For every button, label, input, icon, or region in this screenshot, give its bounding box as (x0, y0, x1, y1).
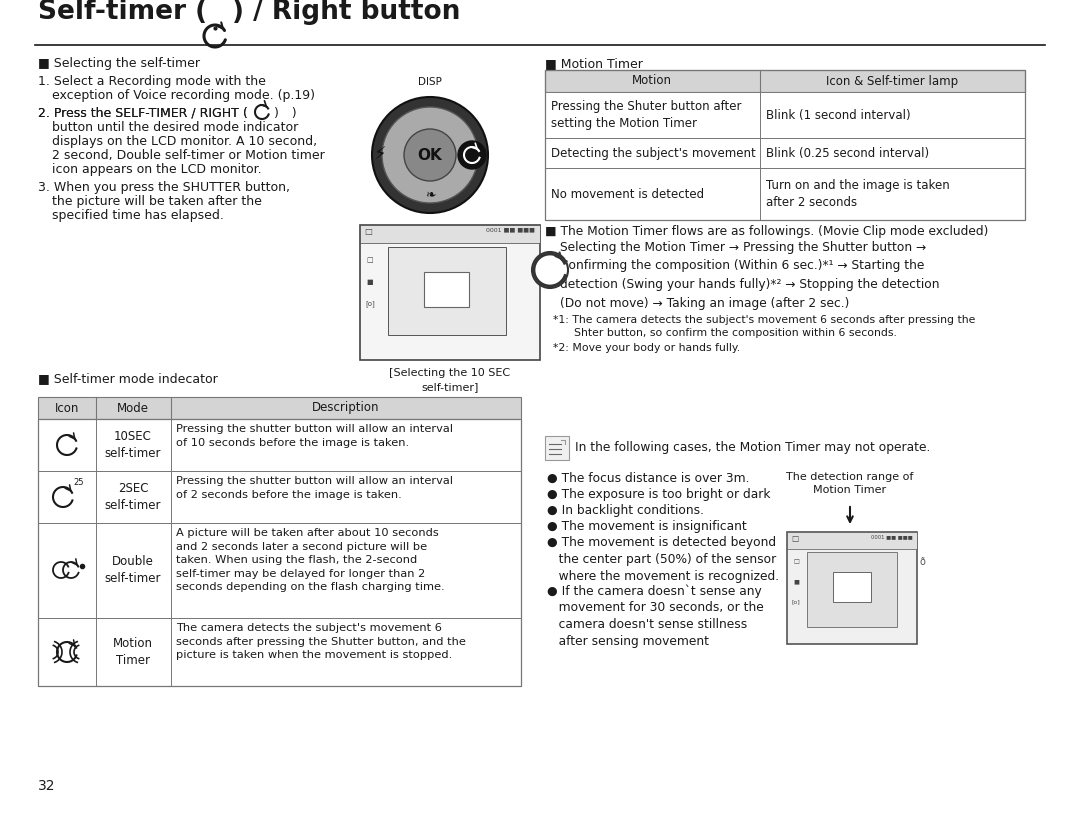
Text: ❧: ❧ (424, 188, 435, 201)
Text: ● The movement is detected beyond
   the center part (50%) of the sensor
   wher: ● The movement is detected beyond the ce… (546, 536, 779, 583)
Text: No movement is detected: No movement is detected (551, 187, 704, 200)
Text: *1: The camera detects the subject's movement 6 seconds after pressing the
     : *1: The camera detects the subject's mov… (553, 315, 975, 338)
Text: specified time has elapsed.: specified time has elapsed. (52, 209, 224, 222)
Bar (807, 552, 897, 627)
Text: exception of Voice recording mode. (p.19): exception of Voice recording mode. (p.19… (52, 89, 315, 102)
Bar (545, 70, 1025, 92)
Text: 10SEC
self-timer: 10SEC self-timer (105, 430, 161, 460)
Text: ■ Motion Timer: ■ Motion Timer (545, 57, 643, 70)
Circle shape (382, 107, 478, 203)
Bar (360, 225, 540, 243)
Text: 2 second, Double self-timer or Motion timer: 2 second, Double self-timer or Motion ti… (52, 149, 325, 162)
Text: ■ Self-timer mode indecator: ■ Self-timer mode indecator (38, 372, 218, 385)
Text: ■: ■ (367, 279, 374, 285)
Text: Motion
Timer: Motion Timer (113, 637, 153, 667)
Circle shape (404, 129, 456, 181)
Text: Icon: Icon (55, 402, 79, 415)
Text: ■: ■ (793, 579, 799, 584)
Text: Description: Description (312, 402, 380, 415)
Text: 2. Press the SELF-TIMER / RIGHT (: 2. Press the SELF-TIMER / RIGHT ( (38, 107, 247, 120)
Text: 2SEC
self-timer: 2SEC self-timer (105, 482, 161, 512)
Text: Blink (1 second interval): Blink (1 second interval) (766, 108, 910, 121)
Circle shape (532, 252, 568, 288)
Text: The camera detects the subject's movement 6
seconds after pressing the Shutter b: The camera detects the subject's movemen… (176, 623, 465, 660)
Text: *2: Move your body or hands fully.: *2: Move your body or hands fully. (553, 343, 740, 353)
Text: Double
self-timer: Double self-timer (105, 555, 161, 585)
Bar (38, 471, 521, 523)
Text: ■ Selecting the self-timer: ■ Selecting the self-timer (38, 57, 200, 70)
Text: In the following cases, the Motion Timer may not operate.: In the following cases, the Motion Timer… (575, 442, 930, 455)
Text: 25: 25 (73, 478, 83, 487)
Text: ● The focus distance is over 3m.: ● The focus distance is over 3m. (546, 472, 750, 485)
Text: ● The exposure is too bright or dark: ● The exposure is too bright or dark (546, 488, 770, 501)
Bar (787, 532, 917, 549)
Bar (545, 168, 1025, 220)
Bar (787, 532, 917, 644)
Text: 0001 ■■ ■■■: 0001 ■■ ■■■ (872, 534, 913, 539)
Text: □: □ (793, 560, 799, 565)
Text: ■ The Motion Timer flows are as followings. (Movie Clip mode excluded): ■ The Motion Timer flows are as followin… (545, 225, 988, 238)
Text: Icon & Self-timer lamp: Icon & Self-timer lamp (826, 74, 958, 87)
Text: 32: 32 (38, 779, 55, 793)
Bar (360, 225, 540, 360)
Text: 3. When you press the SHUTTER button,: 3. When you press the SHUTTER button, (38, 181, 291, 194)
Text: 2. Press the SELF-TIMER / RIGHT (           ): 2. Press the SELF-TIMER / RIGHT ( ) (38, 107, 297, 120)
Text: □: □ (791, 534, 798, 543)
Text: ⚡: ⚡ (374, 146, 387, 164)
Text: □: □ (364, 227, 372, 236)
Bar (38, 419, 521, 686)
Text: ) / Right button: ) / Right button (232, 0, 460, 25)
Text: [o]: [o] (365, 301, 375, 307)
Text: □: □ (367, 257, 374, 263)
Circle shape (458, 141, 486, 169)
Text: A picture will be taken after about 10 seconds
and 2 seconds later a second pict: A picture will be taken after about 10 s… (176, 528, 445, 593)
Text: [o]: [o] (792, 600, 800, 605)
Text: DISP: DISP (418, 77, 442, 87)
Text: 0001 ■■ ■■■: 0001 ■■ ■■■ (486, 227, 535, 232)
Text: Selecting the Motion Timer → Pressing the Shutter button →
Confirming the compos: Selecting the Motion Timer → Pressing th… (561, 241, 940, 310)
Text: ● In backlight conditions.: ● In backlight conditions. (546, 504, 704, 517)
Bar (38, 419, 521, 471)
Bar (38, 618, 521, 686)
Text: ● The movement is insignificant: ● The movement is insignificant (546, 520, 746, 533)
Bar (38, 397, 521, 419)
Bar (388, 247, 507, 335)
Text: Pressing the shutter button will allow an interval
of 2 seconds before the image: Pressing the shutter button will allow a… (176, 476, 453, 500)
Text: Pressing the shutter button will allow an interval
of 10 seconds before the imag: Pressing the shutter button will allow a… (176, 424, 453, 447)
Text: ● If the camera doesn`t sense any
   movement for 30 seconds, or the
   camera d: ● If the camera doesn`t sense any moveme… (546, 584, 764, 649)
Bar (833, 572, 870, 602)
Bar (545, 92, 1025, 138)
Bar (545, 138, 1025, 168)
Text: Detecting the subject's movement: Detecting the subject's movement (551, 147, 756, 160)
Text: The detection range of
Motion Timer: The detection range of Motion Timer (786, 472, 914, 496)
Text: icon appears on the LCD monitor.: icon appears on the LCD monitor. (52, 163, 261, 176)
Bar (424, 272, 469, 307)
Text: Self-timer (: Self-timer ( (38, 0, 207, 25)
Text: Turn on and the image is taken
after 2 seconds: Turn on and the image is taken after 2 s… (766, 179, 949, 209)
Text: Pressing the Shuter button after
setting the Motion Timer: Pressing the Shuter button after setting… (551, 100, 742, 130)
Text: Mode: Mode (117, 402, 149, 415)
Text: the picture will be taken after the: the picture will be taken after the (52, 195, 261, 208)
Text: ): ) (274, 107, 279, 120)
Bar (545, 70, 1025, 220)
Text: self-timer]: self-timer] (421, 382, 478, 392)
Text: Blink (0.25 second interval): Blink (0.25 second interval) (766, 147, 929, 160)
Text: displays on the LCD monitor. A 10 second,: displays on the LCD monitor. A 10 second… (52, 135, 318, 148)
Text: [Selecting the 10 SEC: [Selecting the 10 SEC (390, 368, 511, 378)
Bar (38, 523, 521, 618)
Text: Motion: Motion (632, 74, 672, 87)
Text: OK: OK (418, 148, 443, 162)
Text: 1. Select a Recording mode with the: 1. Select a Recording mode with the (38, 75, 266, 88)
Text: ð: ð (919, 557, 924, 567)
Circle shape (372, 97, 488, 213)
Bar (545, 436, 569, 460)
Text: button until the desired mode indicator: button until the desired mode indicator (52, 121, 298, 134)
